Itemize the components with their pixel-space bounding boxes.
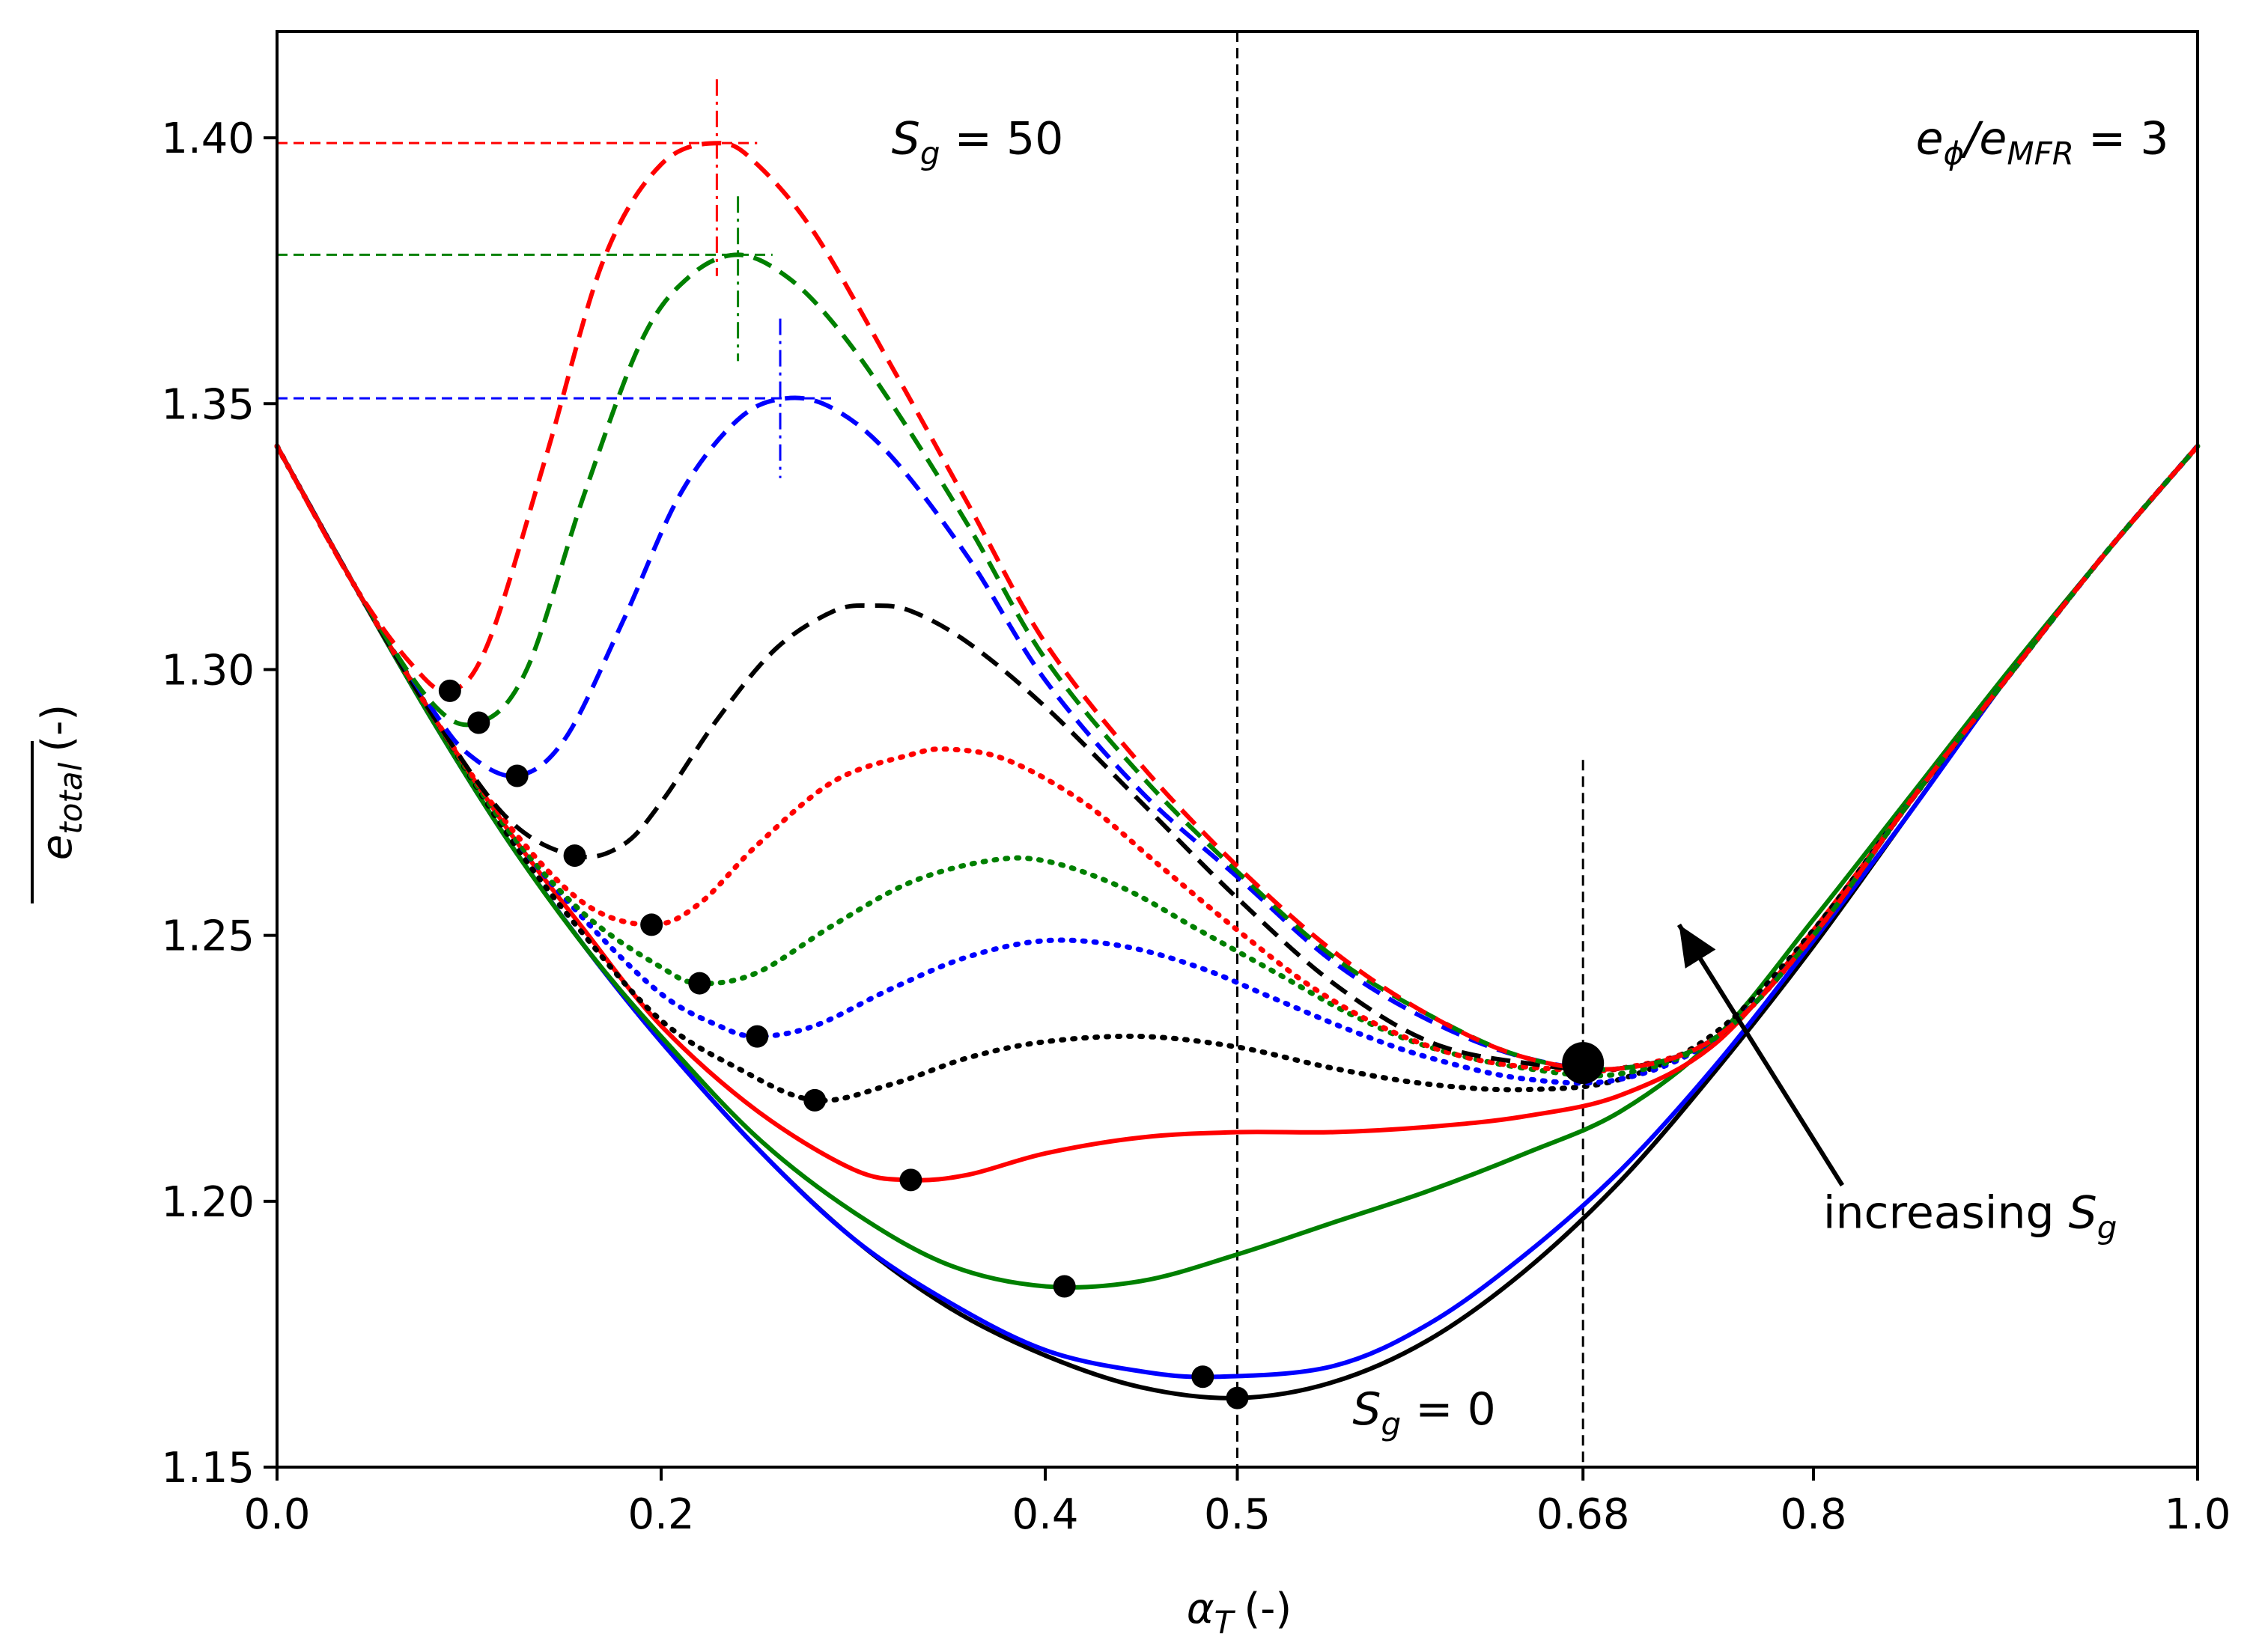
y-tick-label-1.20: 1.20 <box>161 1178 255 1227</box>
y-axis-label: etotal(-) <box>31 704 89 903</box>
series-dotted-black <box>274 443 2201 1103</box>
x-tick-label-0.68: 0.68 <box>1536 1490 1630 1539</box>
x-tick-label-0.2: 0.2 <box>627 1490 694 1539</box>
min-marker-dotted-red <box>640 913 663 936</box>
annotation-sg-50: Sg = 50 <box>892 112 1064 171</box>
x-tick-label-0.8: 0.8 <box>1780 1490 1846 1539</box>
convergence-marker <box>1562 1042 1605 1085</box>
min-marker-solid-red <box>899 1168 922 1192</box>
annotations: Sg = 50 Sg = 0 eϕ/eMFR = 3 increasing Sg <box>892 112 2169 1442</box>
y-tick-label-1.40: 1.40 <box>161 115 255 163</box>
y-tick-label-1.30: 1.30 <box>161 646 255 695</box>
y-tick-label-1.15: 1.15 <box>161 1444 255 1493</box>
min-marker-dashed-blue <box>505 764 529 787</box>
annotation-energy-ratio: eϕ/eMFR = 3 <box>1916 112 2169 171</box>
series-dotted-green <box>274 443 2201 1079</box>
x-axis: 0.0 0.2 0.4 0.5 0.68 0.8 1.0 <box>243 1467 2231 1539</box>
min-marker-dotted-black <box>803 1088 827 1112</box>
min-marker-solid-blue <box>1191 1365 1214 1389</box>
series-solid-green <box>275 445 2200 1290</box>
min-marker-dotted-green <box>688 972 711 995</box>
plot-area <box>274 31 2201 1467</box>
min-marker-dotted-blue <box>746 1025 769 1048</box>
y-axis: 1.15 1.20 1.25 1.30 1.35 1.40 <box>161 115 277 1493</box>
min-marker-dashed-red <box>438 679 461 702</box>
min-marker-dashed-black <box>563 844 586 868</box>
min-marker-dashed-green <box>467 711 490 734</box>
min-marker-solid-black <box>1226 1386 1249 1409</box>
x-axis-label: αT (-) <box>1187 1585 1292 1641</box>
y-tick-label-1.25: 1.25 <box>161 912 255 961</box>
x-tick-label-0.0: 0.0 <box>243 1490 310 1539</box>
svg-text:etotal(-): etotal(-) <box>33 704 89 860</box>
increasing-arrow <box>1676 923 1845 1187</box>
series-dashed-green <box>275 252 2200 1072</box>
series-dashed-red <box>275 141 2200 1072</box>
annotation-sg-0: Sg = 0 <box>1352 1383 1495 1442</box>
x-tick-label-0.5: 0.5 <box>1204 1490 1271 1539</box>
y-tick-label-1.35: 1.35 <box>161 380 255 429</box>
annotation-increasing-sg: increasing Sg <box>1823 1186 2117 1246</box>
min-marker-solid-green <box>1053 1275 1076 1298</box>
x-tick-label-1.0: 1.0 <box>2164 1490 2231 1539</box>
x-tick-label-0.4: 0.4 <box>1012 1490 1078 1539</box>
